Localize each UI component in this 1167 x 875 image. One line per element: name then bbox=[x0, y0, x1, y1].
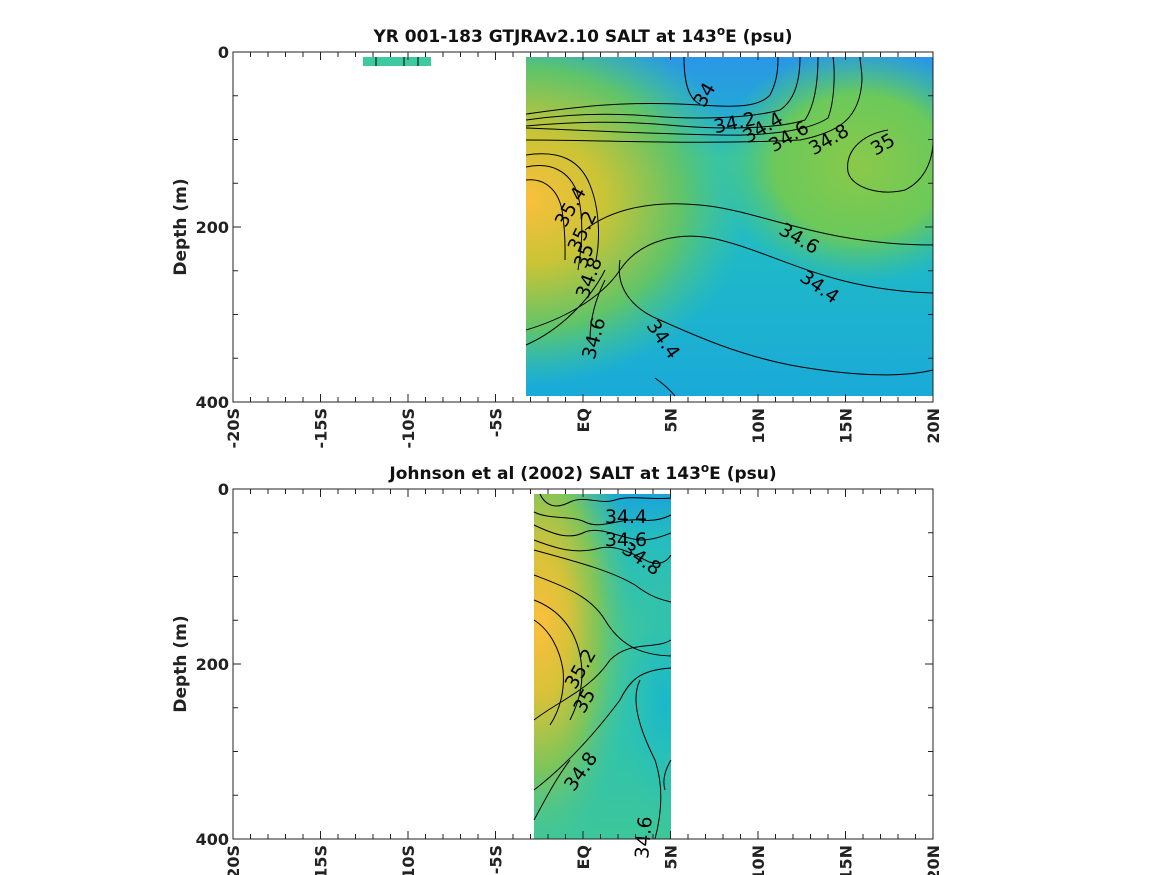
y-tick-label: 0 bbox=[218, 480, 229, 499]
x-tick-label: 5N bbox=[662, 408, 681, 433]
x-tick-label: -10S bbox=[399, 408, 418, 448]
x-tick-label: 10N bbox=[749, 408, 768, 444]
y-tick-label: 200 bbox=[196, 655, 229, 674]
x-tick-label: -20S bbox=[224, 845, 243, 875]
panel-model: YR 001-183 GTJRAv2.10 SALT at 143oE (psu… bbox=[171, 24, 943, 448]
contour-label: 34.6 bbox=[605, 529, 647, 551]
panel-observations: Johnson et al (2002) SALT at 143oE (psu)… bbox=[171, 461, 943, 875]
x-tick-label: 15N bbox=[837, 845, 856, 875]
salinity-field-1 bbox=[363, 57, 933, 396]
y-tick-label: 400 bbox=[196, 393, 229, 412]
panel-1-title: YR 001-183 GTJRAv2.10 SALT at 143oE (psu… bbox=[372, 24, 792, 47]
contour-label: 34.4 bbox=[605, 506, 647, 528]
salinity-field-2 bbox=[534, 494, 671, 839]
x-tick-label: 15N bbox=[837, 408, 856, 444]
y-tick-label: 400 bbox=[196, 830, 229, 849]
x-tick-label: -5S bbox=[487, 845, 506, 874]
x-tick-label: -10S bbox=[399, 845, 418, 875]
x-tick-label: EQ bbox=[574, 408, 593, 433]
x-tick-label: 10N bbox=[749, 845, 768, 875]
axis-ticks-1: -20S -15S -10S -5S EQ 5N 10N 15N 20N 0 200 400 bbox=[196, 43, 943, 448]
y-axis-label-2: Depth (m) bbox=[171, 615, 191, 712]
panel-2-title: Johnson et al (2002) SALT at 143oE (psu) bbox=[388, 461, 776, 484]
x-tick-label: 20N bbox=[924, 408, 943, 444]
x-tick-label: 5N bbox=[662, 845, 681, 870]
x-tick-label: -15S bbox=[312, 408, 331, 448]
x-tick-label: EQ bbox=[574, 845, 593, 870]
x-tick-label: -5S bbox=[487, 408, 506, 437]
contour-lines-1 bbox=[525, 56, 934, 397]
contour-lines-2 bbox=[533, 493, 672, 840]
axis-ticks-2: -20S -15S -10S -5S EQ 5N 10N 15N 20N 0 200 400 bbox=[196, 480, 943, 875]
y-axis-label-1: Depth (m) bbox=[171, 178, 191, 275]
surface-strip bbox=[363, 57, 431, 66]
y-tick-label: 200 bbox=[196, 218, 229, 237]
x-tick-label: -15S bbox=[312, 845, 331, 875]
y-tick-label: 0 bbox=[218, 43, 229, 62]
x-tick-label: -20S bbox=[224, 408, 243, 448]
x-tick-label: 20N bbox=[924, 845, 943, 875]
